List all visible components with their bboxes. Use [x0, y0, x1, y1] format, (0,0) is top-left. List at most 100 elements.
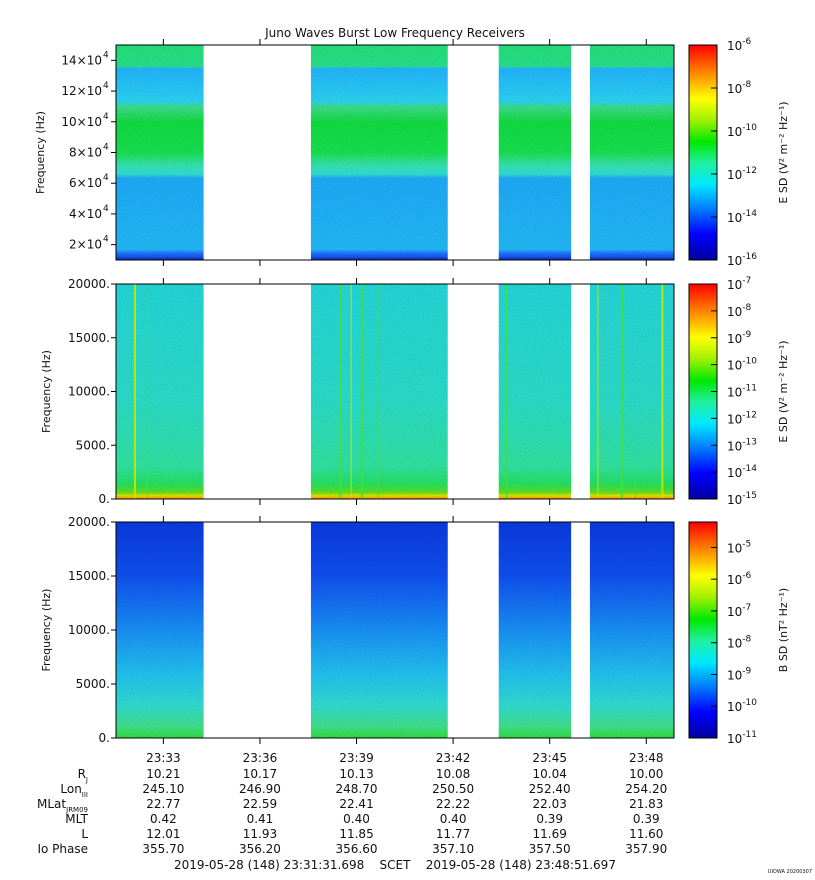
- ephemeris-value: 0.39: [633, 812, 660, 826]
- y-tick-label-exponent: 4: [103, 81, 109, 91]
- ephemeris-value: 21.83: [629, 797, 663, 811]
- ephemeris-value: 246.90: [239, 782, 281, 796]
- y-tick-label: 2×10: [69, 238, 102, 252]
- y-tick-label: 8×10: [69, 146, 102, 160]
- ephemeris-value: 11.60: [629, 827, 663, 841]
- ephemeris-value: 11.85: [339, 827, 373, 841]
- ephemeris-value: 10.13: [339, 767, 373, 781]
- y-tick-label-exponent: 4: [103, 235, 109, 245]
- ephemeris-value: 248.70: [336, 782, 378, 796]
- y-tick-label: 20000.: [68, 277, 110, 291]
- ephemeris-value: 0.42: [150, 812, 177, 826]
- colorbar-tick-label: 10-10: [727, 698, 757, 714]
- ephemeris-value: 11.93: [243, 827, 277, 841]
- y-tick-label: 12×10: [61, 84, 102, 98]
- ephemeris-value: 356.20: [239, 842, 281, 856]
- ephemeris-value: 10.08: [436, 767, 470, 781]
- y-tick-label: 10000.: [68, 385, 110, 399]
- colorbar-title: E SD (V² m⁻² Hz⁻¹): [777, 101, 790, 203]
- data-gap: [447, 283, 499, 500]
- colorbar-tick-label: 10-12: [727, 166, 757, 182]
- ephemeris-value: 357.50: [529, 842, 571, 856]
- colorbar: 10-5 10-6 10-7 10-8 10-9 10-10 10-11 B SD (nT² …: [688, 521, 790, 746]
- ephemeris-value: 356.60: [336, 842, 378, 856]
- spectrogram-panel-1: 2×10 44×10 46×10 48×10 410×10 412×10 414×10 4Fr…: [34, 37, 790, 268]
- ephemeris-value: 11.77: [436, 827, 470, 841]
- colorbar-tick-label: 10-8: [727, 80, 752, 96]
- data-gap: [203, 521, 311, 739]
- colorbar-tick-label: 10-14: [727, 209, 757, 225]
- data-gap: [447, 44, 499, 261]
- colorbar-tick-label: 10-6: [727, 37, 752, 53]
- y-tick-label: 10×10: [61, 115, 102, 129]
- colorbar-tick-label: 10-15: [727, 491, 757, 507]
- ephemeris-value: 355.70: [142, 842, 184, 856]
- colorbar-tick-label: 10-7: [727, 603, 751, 619]
- colorbar-tick-label: 10-12: [727, 410, 757, 426]
- y-tick-label: 0.: [99, 731, 110, 745]
- data-gap: [571, 283, 590, 500]
- y-tick-label-exponent: 4: [103, 50, 109, 60]
- ephemeris-value: 22.41: [339, 797, 373, 811]
- ephemeris-value: 0.40: [440, 812, 467, 826]
- ephemeris-row-label: L: [81, 827, 88, 841]
- colorbar-tick-label: 10-9: [727, 330, 752, 346]
- colorbar-tick-label: 10-5: [727, 539, 751, 555]
- y-tick-label: 15000.: [68, 331, 110, 345]
- ephemeris-value: 10.04: [533, 767, 567, 781]
- y-axis-title: Frequency (Hz): [40, 350, 53, 433]
- colorbar-frame: [688, 44, 718, 261]
- colorbar-tick-label: 10-16: [727, 252, 757, 268]
- y-tick-label-exponent: 4: [103, 112, 109, 122]
- spectrogram-texture: [116, 522, 674, 738]
- data-gap: [571, 44, 590, 261]
- ephemeris-value: 245.10: [142, 782, 184, 796]
- y-axis-title: Frequency (Hz): [40, 589, 53, 672]
- colorbar-frame: [688, 521, 718, 739]
- colorbar-title: E SD (V² m⁻² Hz⁻¹): [777, 340, 790, 442]
- y-tick-label: 0.: [99, 492, 110, 506]
- ephemeris-value: 10.00: [629, 767, 663, 781]
- ephemeris-value: 10.17: [243, 767, 277, 781]
- colorbar-tick-label: 10-9: [727, 666, 752, 682]
- y-tick-label: 10000.: [68, 623, 110, 637]
- ephemeris-value: 10.21: [146, 767, 180, 781]
- colorbar-tick-label: 10-10: [727, 123, 757, 139]
- ephemeris-value: 22.59: [243, 797, 277, 811]
- ephemeris-value: 254.20: [625, 782, 667, 796]
- ephemeris-value: 0.41: [247, 812, 274, 826]
- data-gap: [571, 521, 590, 739]
- colorbar: 10-6 10-8 10-10 10-12 10-14 10-16 E SD (V² m⁻²…: [688, 37, 790, 268]
- y-axis-title: Frequency (Hz): [34, 111, 47, 194]
- ephemeris-value: 252.40: [529, 782, 571, 796]
- colorbar-tick-label: 10-10: [727, 357, 757, 373]
- data-gap: [203, 44, 311, 261]
- y-tick-label-exponent: 4: [103, 173, 109, 183]
- colorbar-tick-label: 10-8: [727, 635, 752, 651]
- ephemeris-table: 23:33 23:36 23:39 23:42 23:45 23:48 RJ 10.21 10.…: [37, 751, 667, 856]
- ephemeris-row-label: RJ: [78, 767, 88, 784]
- ephemeris-value: 357.90: [625, 842, 667, 856]
- colorbar-tick-label: 10-14: [727, 464, 757, 480]
- x-tick-label: 23:42: [436, 751, 471, 765]
- uiowa-stamp: UIOWA 20200307: [768, 869, 812, 875]
- colorbar-tick-label: 10-13: [727, 437, 757, 453]
- y-tick-label-exponent: 4: [103, 143, 109, 153]
- y-tick-label: 15000.: [68, 569, 110, 583]
- colorbar-tick-label: 10-8: [727, 303, 752, 319]
- colorbar: 10-7 10-8 10-9 10-10 10-11 10-12 10-13 10-14 10-…: [688, 276, 790, 507]
- ephemeris-row-label: MLatJRM09: [37, 797, 88, 814]
- y-tick-label-exponent: 4: [103, 204, 109, 214]
- ephemeris-value: 0.40: [343, 812, 370, 826]
- y-tick-label: 6×10: [69, 176, 102, 190]
- x-tick-label: 23:45: [532, 751, 567, 765]
- y-tick-label: 4×10: [69, 207, 102, 221]
- chart-title: Juno Waves Burst Low Frequency Receivers: [264, 26, 525, 40]
- ephemeris-value: 12.01: [146, 827, 180, 841]
- data-gap: [203, 283, 311, 500]
- y-tick-label: 20000.: [68, 515, 110, 529]
- colorbar-tick-label: 10-6: [727, 571, 752, 587]
- colorbar-title: B SD (nT² Hz⁻¹): [777, 588, 790, 672]
- colorbar-tick-label: 10-11: [727, 730, 757, 746]
